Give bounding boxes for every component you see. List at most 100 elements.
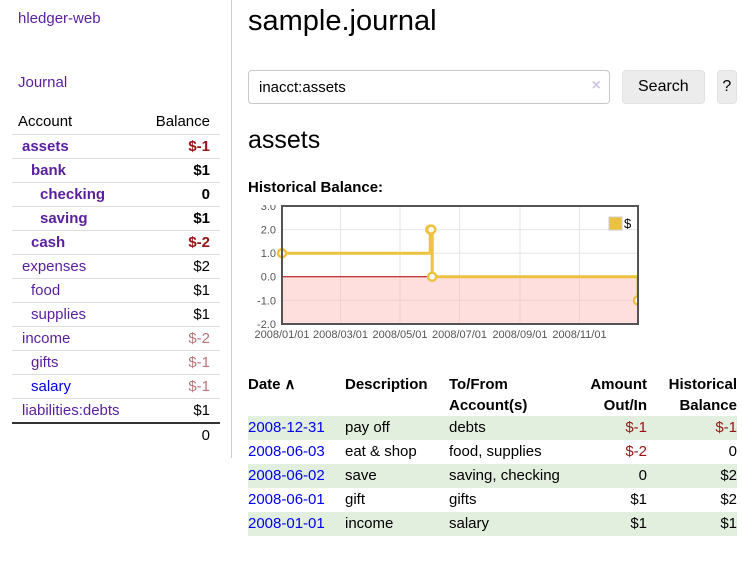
transaction-date-link[interactable]: 2008-06-01: [248, 491, 325, 508]
register-header-date-label: Date: [248, 376, 281, 393]
y-axis-tick-label: 1.0: [261, 248, 276, 260]
transaction-balance: $1: [720, 515, 737, 532]
account-balance: $-1: [188, 354, 210, 371]
chart-title: Historical Balance:: [248, 179, 384, 196]
transaction-description: income: [345, 515, 394, 532]
transaction-amount: $1: [630, 515, 647, 532]
register-header-amount-line2: Out/In: [603, 397, 647, 414]
accounts-header-balance: Balance: [155, 113, 210, 130]
register-header-date[interactable]: Date ∧: [248, 374, 345, 416]
account-link[interactable]: gifts: [31, 354, 59, 371]
account-link[interactable]: salary: [31, 378, 72, 395]
y-axis-tick-label: 2.0: [261, 224, 276, 236]
account-link[interactable]: cash: [31, 234, 66, 251]
transaction-accounts: salary: [449, 515, 490, 532]
search-input[interactable]: [248, 70, 610, 104]
plot-border: [281, 205, 639, 325]
search-form: × Search ?: [248, 70, 737, 104]
register-row: 2008-01-01 income salary $1 $1: [248, 512, 737, 536]
register-header-accounts-line1: To/From: [449, 376, 508, 393]
account-balance: $-2: [188, 234, 210, 251]
transaction-balance: 0: [728, 443, 737, 460]
account-link[interactable]: saving: [40, 210, 88, 227]
historical-balance-chart: $3.0 2.0 1.0 0.0 -1.0 -2.0 2008/01/01 2008/03/0…: [248, 201, 737, 352]
page-title: sample.journal: [248, 5, 437, 37]
transaction-description: eat & shop: [345, 443, 417, 460]
accounts-table: Account Balance assets $-1 bank $1 check…: [12, 111, 220, 447]
transaction-date-link[interactable]: 2008-06-03: [248, 443, 325, 460]
account-link[interactable]: assets: [22, 138, 69, 155]
transaction-balance: $-1: [715, 419, 737, 436]
transaction-amount: $-1: [625, 419, 647, 436]
transaction-accounts: saving, checking: [449, 467, 560, 484]
account-balance: $1: [193, 402, 210, 419]
transaction-description: pay off: [345, 419, 390, 436]
register-header-row: Date ∧ Description To/From Account(s) Am…: [248, 374, 737, 416]
accounts-total-row: 0: [12, 423, 220, 447]
clear-search-icon[interactable]: ×: [591, 77, 601, 94]
register-header-amount-line1: Amount: [590, 376, 647, 393]
account-link[interactable]: bank: [31, 162, 67, 179]
x-axis-tick-label: 2008/07/01: [432, 329, 487, 341]
sidebar-item-journal[interactable]: Journal: [18, 74, 68, 91]
register-header-description: Description: [345, 376, 428, 393]
brand-link[interactable]: hledger-web: [18, 10, 101, 27]
account-link[interactable]: liabilities:debts: [22, 402, 120, 419]
data-point-marker: [426, 271, 438, 283]
account-row: gifts $-1: [12, 350, 220, 375]
account-balance: $-2: [188, 330, 210, 347]
transaction-amount: $-2: [625, 443, 647, 460]
transaction-amount: $1: [630, 491, 647, 508]
account-balance: $2: [193, 258, 210, 275]
account-row: bank $1: [12, 158, 220, 183]
account-row: income $-2: [12, 326, 220, 351]
account-balance: $1: [193, 306, 210, 323]
register-row: 2008-06-01 gift gifts $1 $2: [248, 488, 737, 512]
transaction-description: gift: [345, 491, 366, 508]
account-balance: $1: [193, 210, 210, 227]
account-link[interactable]: supplies: [31, 306, 87, 323]
data-point-marker: [425, 224, 437, 235]
account-row: assets $-1: [12, 134, 220, 159]
transaction-accounts: food, supplies: [449, 443, 542, 460]
x-axis-tick-label: 2008/09/01: [492, 329, 547, 341]
account-balance: $-1: [188, 138, 210, 155]
account-link[interactable]: expenses: [22, 258, 87, 275]
account-heading: assets: [248, 126, 321, 154]
transaction-balance: $2: [720, 467, 737, 484]
y-axis-tick-label: 0.0: [261, 272, 276, 284]
account-row: supplies $1: [12, 302, 220, 327]
transaction-date-link[interactable]: 2008-01-01: [248, 515, 325, 532]
register-header-accounts-line2: Account(s): [449, 397, 528, 414]
account-link[interactable]: income: [22, 330, 71, 347]
register-table: Date ∧ Description To/From Account(s) Am…: [248, 374, 737, 536]
register-header-balance-line2: Balance: [679, 397, 737, 414]
account-row: liabilities:debts $1: [12, 398, 220, 424]
account-row: cash $-2: [12, 230, 220, 255]
account-balance: $-1: [188, 378, 210, 395]
y-axis-tick-label: -2.0: [257, 319, 276, 331]
transaction-date-link[interactable]: 2008-12-31: [248, 419, 325, 436]
accounts-header-account: Account: [18, 113, 73, 130]
account-link[interactable]: food: [31, 282, 61, 299]
account-balance: $1: [193, 282, 210, 299]
account-link[interactable]: checking: [40, 186, 106, 203]
help-button[interactable]: ?: [716, 70, 737, 104]
legend-swatch: [608, 216, 623, 231]
account-row: checking 0: [12, 182, 220, 207]
x-axis-tick-label: 2008/01/01: [254, 329, 309, 341]
account-balance: $1: [193, 162, 210, 179]
search-input-wrap: ×: [248, 70, 610, 104]
account-balance: 0: [201, 186, 210, 203]
register-header-balance-line1: Historical: [668, 376, 737, 393]
search-button[interactable]: Search: [622, 70, 705, 104]
transaction-date-link[interactable]: 2008-06-02: [248, 467, 325, 484]
accounts-total-spacer: [12, 423, 138, 447]
register-row: 2008-12-31 pay off debts $-1 $-1: [248, 416, 737, 440]
main-content: sample.journal × Search ? assets Histori…: [233, 0, 742, 536]
account-row: saving $1: [12, 206, 220, 231]
transaction-amount: 0: [638, 467, 647, 484]
register-header-accounts: To/From Account(s): [449, 374, 581, 416]
x-axis-tick-label: 2008/05/01: [372, 329, 427, 341]
